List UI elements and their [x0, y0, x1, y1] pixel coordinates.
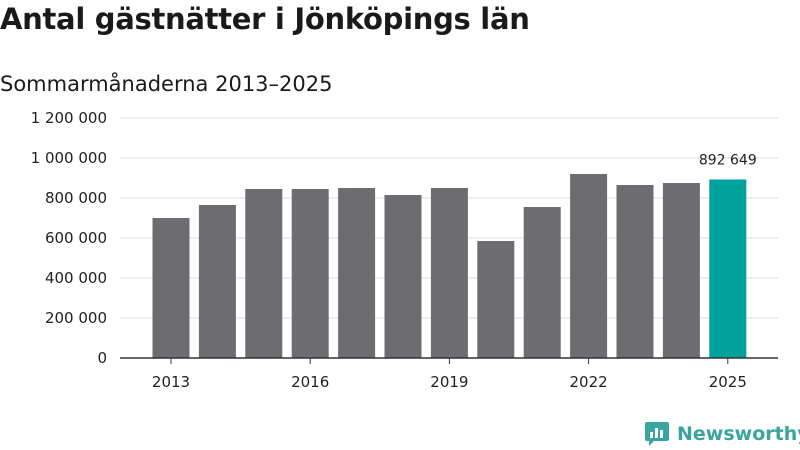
bar-2024 — [662, 183, 700, 358]
brand-name: Newsworthy — [677, 423, 800, 445]
bar-2022 — [570, 174, 608, 358]
x-tick-label: 2016 — [291, 373, 329, 391]
newsworthy-chart-icon — [645, 422, 669, 446]
bar-2014 — [198, 205, 236, 358]
bar-2013 — [152, 218, 190, 358]
bar-2020 — [477, 241, 515, 358]
bar-2025 — [709, 179, 747, 358]
x-tick-label: 2019 — [430, 373, 468, 391]
chart-title: Antal gästnätter i Jönköpings län — [0, 2, 530, 36]
y-tick-label: 400 000 — [45, 269, 107, 287]
y-tick-label: 800 000 — [45, 189, 107, 207]
chart-subtitle: Sommarmånaderna 2013–2025 — [0, 72, 333, 96]
bar-2016 — [291, 189, 329, 358]
x-tick-label: 2022 — [570, 373, 608, 391]
y-tick-label: 1 200 000 — [31, 109, 107, 127]
y-tick-label: 600 000 — [45, 229, 107, 247]
x-tick-label: 2013 — [152, 373, 190, 391]
axes — [120, 357, 778, 364]
data-label-2025: 892 649 — [699, 152, 757, 168]
bar-2023 — [616, 185, 654, 358]
y-tick-label: 1 000 000 — [31, 149, 107, 167]
y-tick-label: 0 — [97, 349, 107, 367]
labels: 0 200 000 400 000 600 000 800 000 1 000 000 1 … — [31, 109, 757, 391]
bar-2017 — [338, 188, 376, 358]
bar-2021 — [523, 207, 561, 358]
brand-logo: Newsworthy — [644, 420, 800, 448]
bar-2018 — [384, 195, 422, 358]
bar-2015 — [245, 189, 283, 358]
y-tick-label: 200 000 — [45, 309, 107, 327]
bar-2019 — [430, 188, 468, 358]
bars — [152, 174, 747, 358]
x-tick-label: 2025 — [709, 373, 747, 391]
